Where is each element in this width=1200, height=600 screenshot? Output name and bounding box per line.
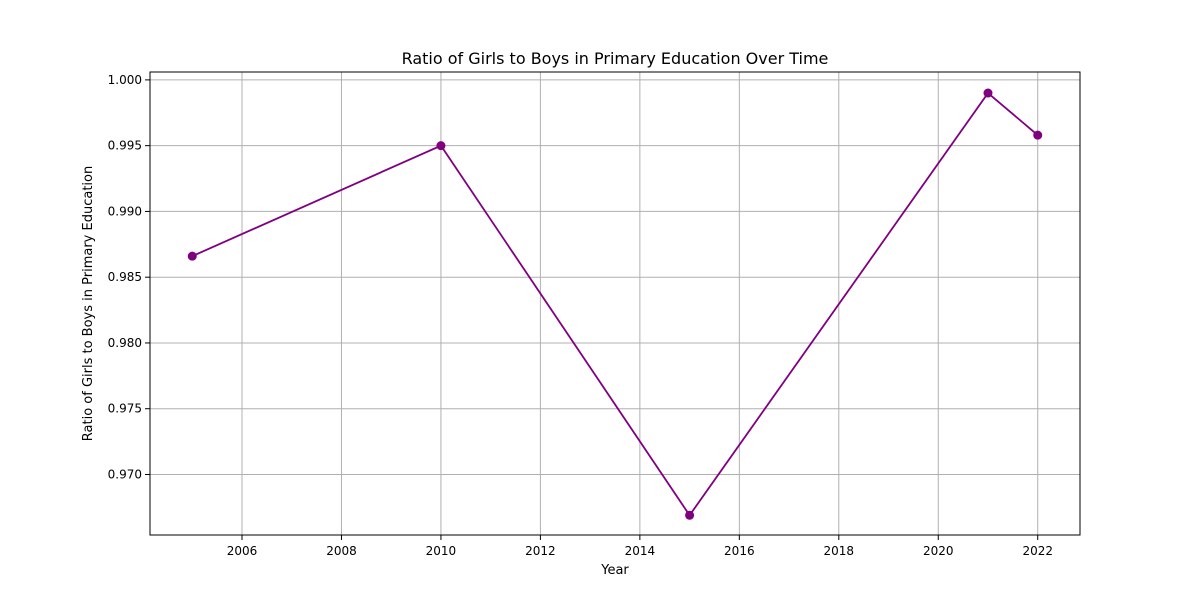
x-tick-label: 2020 bbox=[923, 544, 954, 558]
y-tick-label: 0.980 bbox=[108, 336, 142, 350]
y-tick-label: 0.975 bbox=[108, 402, 142, 416]
data-point bbox=[685, 510, 695, 520]
y-tick-label: 0.970 bbox=[108, 467, 142, 481]
grid-lines bbox=[150, 72, 1080, 535]
x-tick-label: 2006 bbox=[227, 544, 258, 558]
x-tick-label: 2018 bbox=[824, 544, 855, 558]
x-tick-label: 2010 bbox=[426, 544, 457, 558]
chart-title: Ratio of Girls to Boys in Primary Educat… bbox=[402, 49, 829, 68]
x-axis-label: Year bbox=[600, 563, 629, 578]
x-tick-label: 2008 bbox=[326, 544, 357, 558]
y-axis-label: Ratio of Girls to Boys in Primary Educat… bbox=[81, 166, 96, 441]
x-tick-label: 2022 bbox=[1022, 544, 1053, 558]
x-axis-ticks: 2006 2008 2010 2012 2014 2016 2018 2020 2022 bbox=[227, 535, 1053, 558]
y-axis-ticks: 0.970 0.975 0.980 0.985 0.990 0.995 1.000 bbox=[108, 73, 150, 481]
y-tick-label: 0.990 bbox=[108, 204, 142, 218]
x-tick-label: 2014 bbox=[625, 544, 656, 558]
y-tick-label: 0.995 bbox=[108, 139, 142, 153]
series-line bbox=[191, 91, 1039, 517]
x-tick-label: 2012 bbox=[525, 544, 556, 558]
x-tick-label: 2016 bbox=[724, 544, 755, 558]
y-tick-label: 0.985 bbox=[108, 270, 142, 284]
plot-area-frame bbox=[149, 71, 1081, 536]
data-point bbox=[187, 251, 197, 261]
data-point bbox=[1033, 130, 1043, 140]
y-tick-label: 1.000 bbox=[108, 73, 142, 87]
data-point bbox=[983, 88, 993, 98]
data-point bbox=[436, 141, 446, 151]
series-layer bbox=[187, 88, 1043, 520]
